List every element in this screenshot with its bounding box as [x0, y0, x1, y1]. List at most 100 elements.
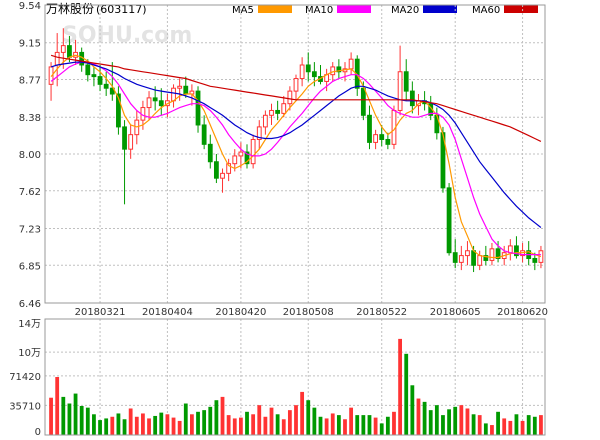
volume-bar [385, 416, 390, 435]
candle-body [152, 97, 158, 102]
volume-bar [349, 407, 354, 435]
candle-body [293, 78, 299, 92]
candle-body [220, 172, 225, 179]
candle-body [305, 64, 311, 73]
volume-bar [502, 418, 507, 435]
volume-bar [441, 415, 445, 435]
candle-body [171, 87, 176, 102]
volume-bar [269, 407, 274, 435]
volume-bar [453, 406, 458, 435]
volume-bar [398, 338, 402, 435]
candle-body [128, 134, 134, 150]
volume-bar [355, 415, 360, 435]
volume-bar [245, 411, 249, 435]
candle-body [299, 64, 305, 80]
candle-body [158, 100, 164, 107]
date-axis-labels: 20180321 20180404 20180420 20180508 20180522… [75, 307, 548, 318]
volume-tick-label: 35710 [9, 401, 41, 412]
legend-label-ma5: MA5 [232, 5, 254, 16]
ma-legend: MA5 MA10 MA20 MA60 [232, 5, 538, 16]
volume-bar [526, 415, 531, 435]
volume-bar [306, 400, 311, 435]
volume-bar [128, 408, 133, 435]
date-tick-label: 20180404 [142, 307, 193, 318]
volume-bar [428, 410, 433, 435]
volume-bar [447, 409, 451, 435]
price-tick-label: 6.46 [19, 299, 41, 310]
candle-body [244, 151, 250, 165]
legend-swatch-ma5 [258, 5, 292, 13]
candle-body [183, 85, 189, 95]
candle-body [330, 66, 336, 76]
volume-bar [134, 416, 139, 435]
volume-bar [496, 411, 500, 435]
volume-bar [79, 406, 84, 435]
candle-body [311, 71, 317, 78]
volume-bar [232, 418, 237, 435]
candle-body [287, 90, 293, 105]
volume-bar [208, 406, 213, 435]
candle-body [397, 71, 403, 111]
line-ma60 [50, 54, 542, 142]
price-tick-label: 8.00 [19, 150, 41, 161]
volume-bar [104, 418, 109, 435]
candle-body [409, 90, 415, 107]
volume-bar [147, 418, 151, 435]
candle-body [483, 255, 489, 261]
candle-body [495, 248, 501, 259]
legend-label-ma60: MA60 [472, 5, 500, 16]
candle-body [85, 64, 91, 76]
volume-bar [177, 420, 182, 435]
volume-bar [294, 405, 298, 435]
volume-bar [520, 420, 525, 435]
candlestick-series [48, 28, 544, 273]
volume-bar [471, 414, 476, 435]
date-tick-label: 20180620 [497, 307, 548, 318]
date-tick-label: 20180321 [75, 307, 126, 318]
candle-body [269, 109, 274, 116]
price-tick-label: 8.38 [19, 113, 41, 124]
candle-body [226, 163, 232, 174]
volume-bar [410, 385, 415, 435]
moving-average-lines [50, 54, 542, 259]
candle-body [48, 66, 54, 85]
candle-body [452, 252, 458, 263]
volume-bar [61, 396, 66, 435]
candle-body [146, 97, 152, 109]
volume-bar [202, 410, 207, 435]
volume-bar [214, 400, 219, 435]
price-pane-frame [44, 4, 546, 304]
volume-bar [465, 408, 470, 435]
volume-bar [226, 415, 231, 435]
candle-body [403, 71, 409, 92]
volume-bar [73, 393, 78, 435]
volume-tick-label: 10万 [18, 348, 41, 359]
candle-body [116, 93, 121, 128]
candle-body [91, 74, 97, 78]
volume-bar [367, 415, 372, 435]
candle-body [67, 45, 72, 58]
stock-title: 万林股份 [46, 2, 94, 16]
volume-bar [392, 411, 396, 435]
legend-label-ma20: MA20 [391, 5, 419, 16]
candle-body [201, 124, 207, 145]
volume-bar [238, 417, 243, 435]
candle-body [97, 76, 103, 85]
volume-bar [416, 398, 421, 435]
volume-bars [49, 338, 543, 435]
volume-bar [508, 420, 513, 435]
legend-swatch-ma20 [423, 5, 457, 13]
candle-body [489, 248, 495, 261]
volume-pane-frame [44, 318, 546, 436]
candle-body [195, 90, 201, 126]
volume-tick-label: 71420 [9, 372, 41, 383]
candle-body [373, 134, 379, 143]
candle-body [232, 155, 238, 165]
volume-bar [361, 415, 366, 435]
grid-lines [45, 5, 545, 435]
line-ma10 [50, 61, 541, 256]
price-axis-labels: 9.54 9.15 8.77 8.38 8.00 7.62 7.23 6.85 6.46 [19, 1, 41, 310]
volume-bar [183, 403, 188, 435]
